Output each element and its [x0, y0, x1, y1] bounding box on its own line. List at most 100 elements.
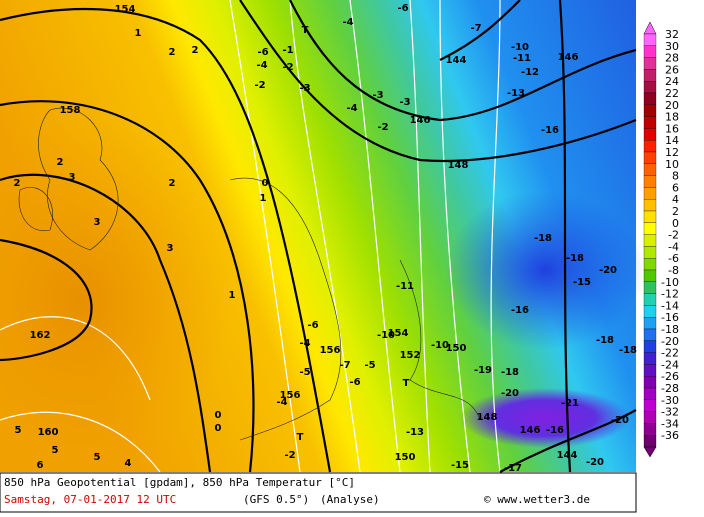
- colorbar-label: -6: [668, 252, 679, 265]
- colorbar-cell: [643, 352, 657, 365]
- contour-label: -1: [282, 45, 293, 56]
- colorbar-cell: [643, 364, 657, 377]
- contour-label: 156: [280, 390, 301, 401]
- contour-label: -20: [586, 457, 604, 468]
- colorbar-label: 14: [665, 134, 679, 147]
- contour-label: -6: [397, 3, 408, 14]
- colorbar-label: -14: [661, 299, 679, 312]
- contour-label: -4: [346, 103, 357, 114]
- colorbar-cell: [643, 281, 657, 294]
- colorbar-label: 18: [665, 111, 679, 124]
- colorbar-cell: [643, 317, 657, 330]
- colorbar-cell: [643, 305, 657, 318]
- contour-label: -3: [399, 97, 410, 108]
- contour-label: 0: [215, 410, 222, 421]
- colorbar-label: 30: [665, 40, 679, 53]
- isotherms: [0, 0, 500, 472]
- contour-label: -11: [396, 281, 414, 292]
- contour-label: -16: [541, 125, 559, 136]
- contour-label: -18: [566, 253, 584, 264]
- colorbar-cell: [643, 328, 657, 341]
- colorbar-label: -10: [661, 276, 679, 289]
- colorbar-label: -36: [661, 429, 679, 442]
- contour-label: 156: [320, 345, 341, 356]
- contour-label: 152: [400, 350, 421, 361]
- contour-label: -5: [364, 360, 375, 371]
- contour-label: -21: [561, 398, 579, 409]
- contour-label: -4: [276, 397, 287, 408]
- colorbar-label: -16: [661, 311, 679, 324]
- contour-label: -4: [299, 338, 310, 349]
- contour-label: 158: [60, 105, 81, 116]
- colorbar-cell: [643, 222, 657, 235]
- contour-label: 154: [115, 4, 136, 15]
- colorbar-cell: [643, 163, 657, 176]
- colorbar-top: [643, 21, 657, 35]
- contour-label: -10: [377, 330, 395, 341]
- colorbar-label: 8: [672, 170, 679, 183]
- colorbar-cell: [643, 293, 657, 306]
- colorbar-label: 20: [665, 99, 679, 112]
- colorbar-cell: [643, 258, 657, 271]
- colorbar-cell: [643, 175, 657, 188]
- colorbar-label: -18: [661, 323, 679, 336]
- footer-model: (GFS 0.5°): [243, 493, 309, 506]
- colorbar-cell: [643, 57, 657, 70]
- colorbar-cell: [643, 140, 657, 153]
- contour-label: -16: [511, 305, 529, 316]
- contour-label: -7: [470, 23, 481, 34]
- contour-label: -15: [573, 277, 591, 288]
- colorbar-cell: [643, 387, 657, 400]
- contour-label: 160: [38, 427, 59, 438]
- footer-date: Samstag, 07-01-2017 12 UTC: [4, 493, 176, 506]
- contour-label: 150: [395, 452, 416, 463]
- contour-label: -2: [377, 122, 388, 133]
- colorbar-label: -34: [661, 417, 679, 430]
- colorbar-cell: [643, 151, 657, 164]
- footer-title: 850 hPa Geopotential [gpdam], 850 hPa Te…: [4, 476, 355, 489]
- colorbar-cell: [643, 411, 657, 424]
- contour-label: 148: [448, 160, 469, 171]
- colorbar-cell: [643, 128, 657, 141]
- contour-label: 2: [14, 178, 21, 189]
- contour-label: 144: [557, 450, 578, 461]
- colorbar-cell: [643, 210, 657, 223]
- contour-label: 5: [52, 445, 59, 456]
- contour-label: -4: [256, 60, 267, 71]
- colorbar-cell: [643, 187, 657, 200]
- footer-run: (Analyse): [320, 493, 380, 506]
- contour-label: 2: [57, 157, 64, 168]
- contour-label: 3: [69, 172, 76, 183]
- contour-label: -20: [611, 415, 629, 426]
- contour-label: -13: [507, 88, 525, 99]
- contour-label: -18: [501, 367, 519, 378]
- contour-label: 2: [169, 178, 176, 189]
- contour-label: 154: [388, 328, 409, 339]
- contour-label: 3: [94, 217, 101, 228]
- colorbar-label: -22: [661, 347, 679, 360]
- contour-label: 4: [125, 458, 132, 469]
- warm-area: [0, 120, 230, 480]
- contour-label: 5: [94, 452, 101, 463]
- colorbar-label: -2: [668, 229, 679, 242]
- contour-label: -10: [511, 42, 529, 53]
- contour-label: -13: [406, 427, 424, 438]
- contour-label: T: [302, 25, 309, 36]
- contour-label: -17: [504, 463, 522, 474]
- contour-label: -2: [254, 80, 265, 91]
- contour-label: -11: [513, 53, 531, 64]
- colorbar-label: 6: [672, 181, 679, 194]
- contour-label: 0: [215, 423, 222, 434]
- colorbar-cell: [643, 81, 657, 94]
- colorbar-cell: [643, 116, 657, 129]
- cold-area: [445, 190, 645, 350]
- contour-label: -18: [534, 233, 552, 244]
- contour-label: 2: [192, 45, 199, 56]
- colorbar-label: 32: [665, 28, 679, 41]
- contour-label: -19: [474, 365, 492, 376]
- colorbar-label: -8: [668, 264, 679, 277]
- contour-label: 148: [477, 412, 498, 423]
- contour-label: -6: [349, 377, 360, 388]
- colorbar-label: 10: [665, 158, 679, 171]
- contour-label: -18: [619, 345, 637, 356]
